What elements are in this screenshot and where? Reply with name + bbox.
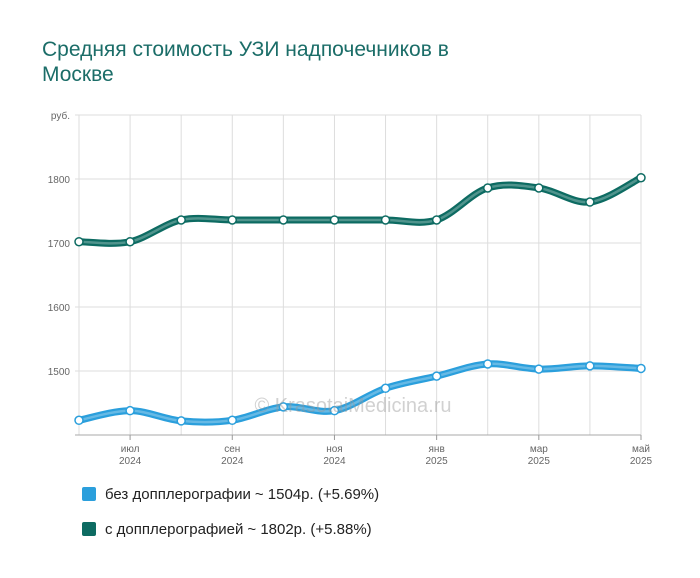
data-point[interactable] [534,183,544,193]
x-tick-label-month: янв [429,444,445,455]
y-tick-label: 1500 [48,367,71,378]
legend-swatch [82,487,96,501]
x-tick-label-year: 2025 [426,456,449,467]
chart-title: Средняя стоимость УЗИ надпочечников в Мо… [42,38,449,86]
data-point[interactable] [482,359,493,369]
data-point[interactable] [125,236,135,247]
data-point[interactable] [176,416,186,426]
line-chart: 1500160017001800руб.июл2024сен2024ноя202… [48,110,653,467]
y-tick-label: 1800 [48,175,71,186]
data-point[interactable] [585,197,595,207]
data-point[interactable] [176,215,186,225]
legend-series-summary: ~ 1504р. (+5.69%) [254,485,380,503]
x-tick-label-year: 2025 [528,456,551,467]
data-point[interactable] [278,402,289,412]
data-point[interactable] [329,215,340,225]
y-tick-label: 1700 [48,239,71,250]
data-point[interactable] [227,415,238,426]
y-tick-label: 1600 [48,303,71,314]
x-tick-label-month: май [632,444,650,455]
legend-series-name: с допплерографией [105,520,244,538]
data-point[interactable] [227,215,238,225]
x-tick-label-year: 2024 [323,456,346,467]
data-point[interactable] [585,361,595,371]
data-point[interactable] [380,383,391,394]
data-point[interactable] [636,363,646,374]
data-point[interactable] [534,364,544,374]
x-tick-label-year: 2024 [119,456,142,467]
y-unit-label: руб. [51,110,70,122]
data-point[interactable] [74,236,84,247]
watermark-text: © KrasotaiMedicina.ru [254,395,451,417]
x-tick-label-year: 2025 [630,456,653,467]
x-tick-label-month: июл [121,444,140,455]
legend-swatch [82,522,96,536]
data-point[interactable] [125,405,135,416]
data-point[interactable] [380,215,391,225]
legend-item-series-1[interactable]: без допплерографии ~ 1504р. (+5.69%) [82,485,380,503]
data-point[interactable] [278,215,289,225]
x-tick-label-year: 2024 [221,456,244,467]
data-point[interactable] [482,183,493,193]
x-tick-label-month: ноя [326,444,343,455]
data-point[interactable] [431,371,442,381]
data-point[interactable] [636,172,646,183]
x-tick-label-month: сен [224,444,240,455]
data-point[interactable] [329,405,340,416]
data-point[interactable] [74,415,84,426]
legend-series-name: без допплерографии [105,485,251,503]
legend-series-summary: ~ 1802р. (+5.88%) [247,520,372,538]
x-tick-label-month: мар [530,444,548,455]
data-point[interactable] [431,215,442,225]
legend-item-series-2[interactable]: с допплерографией ~ 1802р. (+5.88%) [82,520,372,538]
series-line-highlight-2 [77,176,643,245]
series-line-2 [75,174,645,247]
